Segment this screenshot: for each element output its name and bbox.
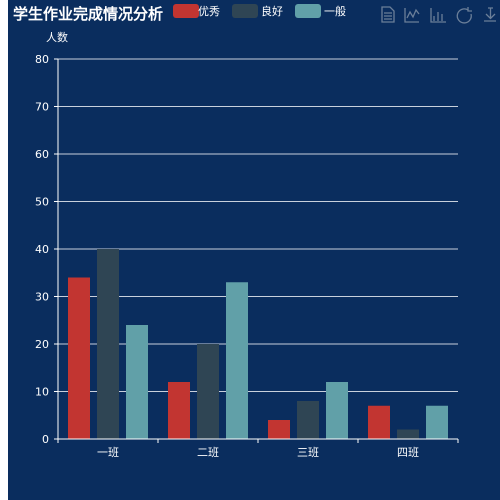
y-tick-label: 80 [35, 53, 49, 66]
x-tick-label: 二班 [197, 446, 219, 459]
toolbox [381, 6, 496, 24]
y-tick-label: 50 [35, 196, 49, 209]
chart-title: 学生作业完成情况分析 [13, 5, 163, 23]
legend-swatch [173, 4, 199, 18]
chart-panel: 0 10 20 30 40 50 60 70 80 一班 二班 三班 四班 学生作业完成情况分析 人数 … [8, 0, 500, 500]
legend-item-0[interactable]: 优秀 [173, 4, 220, 18]
y-tick-label: 0 [42, 433, 49, 446]
legend-label: 优秀 [198, 5, 220, 18]
y-tick-label: 60 [35, 148, 49, 161]
y-tick-label: 30 [35, 291, 49, 304]
legend-item-2[interactable]: 一般 [295, 4, 346, 18]
bar-2-0[interactable] [126, 325, 148, 439]
bar-1-1[interactable] [197, 344, 219, 439]
bars [68, 249, 448, 439]
download-icon[interactable] [484, 7, 496, 22]
grid-lines [58, 58, 458, 392]
bar-0-0[interactable] [68, 277, 90, 440]
legend-label: 良好 [261, 4, 283, 18]
y-tick-label: 40 [35, 243, 49, 256]
bar-2-1[interactable] [226, 282, 248, 439]
legend-swatch [232, 4, 258, 18]
x-tick-label: 一班 [97, 446, 119, 459]
y-tick-label: 20 [35, 338, 49, 351]
legend: 优秀 良好 一般 [173, 4, 346, 18]
x-tick-label: 四班 [397, 446, 419, 459]
axes: 0 10 20 30 40 50 60 70 80 一班 二班 三班 四班 [35, 53, 459, 459]
bar-0-1[interactable] [168, 382, 190, 439]
bar-chart-icon[interactable] [430, 8, 446, 23]
legend-label: 一般 [324, 5, 346, 18]
y-tick-label: 10 [35, 386, 49, 399]
legend-swatch [295, 4, 321, 18]
bar-2-3[interactable] [426, 405, 448, 439]
data-view-icon[interactable] [381, 6, 395, 23]
bar-1-2[interactable] [297, 401, 319, 439]
restore-icon[interactable] [456, 7, 472, 24]
y-tick-label: 70 [35, 101, 49, 114]
bar-1-0[interactable] [97, 249, 119, 439]
bar-0-3[interactable] [368, 405, 390, 439]
legend-item-1[interactable]: 良好 [232, 4, 283, 18]
bar-0-2[interactable] [268, 420, 290, 439]
x-tick-label: 三班 [297, 446, 319, 459]
bar-1-3[interactable] [397, 429, 419, 440]
line-chart-icon[interactable] [404, 8, 420, 23]
y-axis-label: 人数 [46, 31, 68, 44]
bar-2-2[interactable] [326, 382, 348, 439]
